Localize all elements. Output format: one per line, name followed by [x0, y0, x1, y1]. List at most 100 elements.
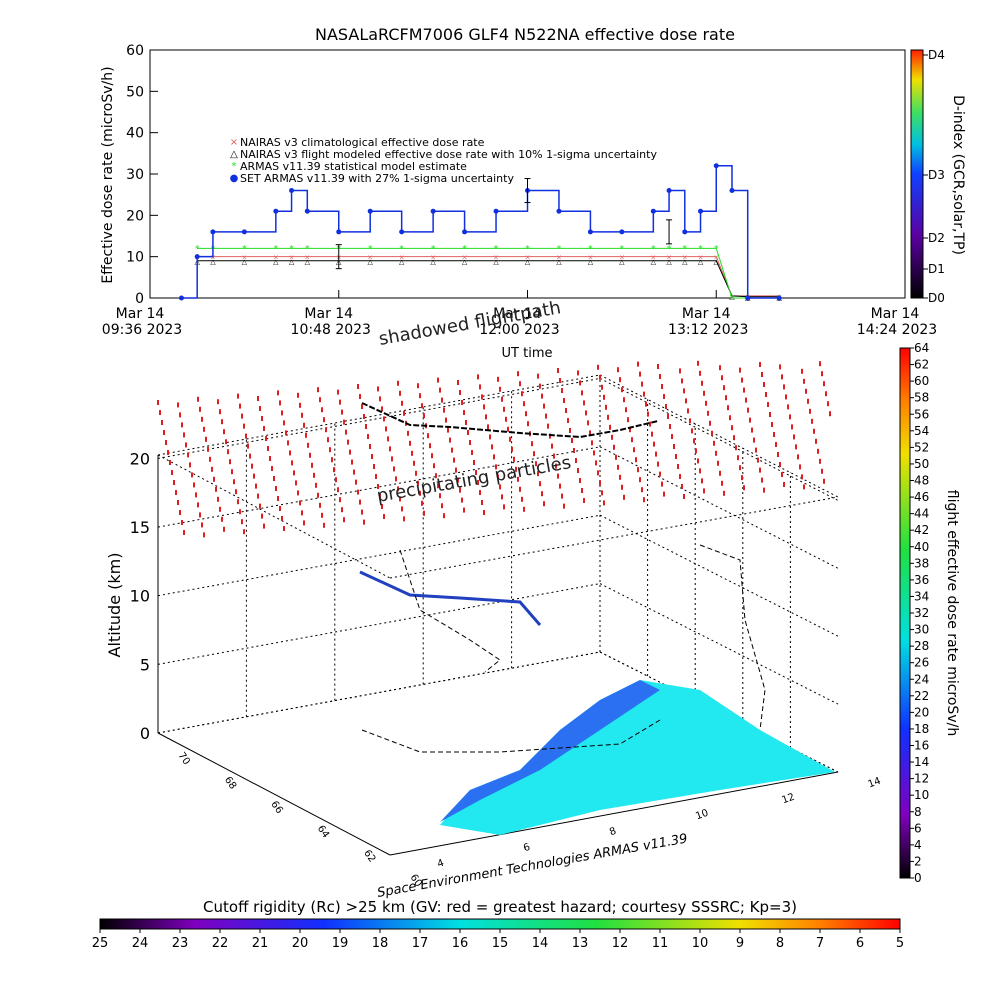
data-point: * — [683, 244, 688, 254]
dose-tick-label: 28 — [914, 639, 929, 653]
data-point — [178, 295, 184, 301]
rigidity-tick-label: 18 — [372, 936, 389, 951]
dose-colorbar — [899, 347, 911, 879]
data-point: △ — [305, 258, 311, 266]
data-point: * — [274, 244, 279, 254]
flight-path-projection — [699, 544, 766, 731]
legend-marker: ● — [230, 173, 239, 184]
dose-tick-label: 42 — [914, 523, 929, 537]
dose-tick-label: 22 — [914, 689, 929, 703]
data-point — [367, 208, 373, 214]
rigidity-tick-label: 21 — [252, 936, 269, 951]
data-point: △ — [368, 258, 374, 266]
data-point: △ — [556, 258, 562, 266]
dose-tick-label: 32 — [914, 606, 929, 620]
data-point: × — [241, 254, 247, 262]
cutoff-rigidity-band — [440, 680, 660, 822]
data-point: △ — [399, 258, 405, 266]
dose-tick-label: 8 — [914, 805, 922, 819]
dose-tick-label: 26 — [914, 656, 929, 670]
data-point: × — [587, 254, 593, 262]
top-x-label: UT time — [502, 346, 553, 361]
data-point: * — [305, 244, 310, 254]
dose-tick-label: 20 — [914, 705, 929, 719]
data-point: × — [273, 254, 279, 262]
lat-tick-label: 68 — [222, 775, 238, 792]
data-point: * — [399, 244, 404, 254]
data-point: * — [698, 244, 703, 254]
lat-tick-label: 66 — [268, 799, 284, 816]
data-point: △ — [273, 258, 279, 266]
y-tick-label: 40 — [126, 126, 144, 142]
data-point — [650, 208, 656, 214]
rigidity-tick-label: 20 — [292, 936, 309, 951]
dose-tick-label: 40 — [914, 540, 929, 554]
legend-label: ARMAS v11.39 statistical model estimate — [240, 160, 467, 173]
rigidity-tick-label: 17 — [412, 936, 429, 951]
series-line — [181, 164, 780, 299]
rigidity-tick-label: 10 — [692, 936, 709, 951]
data-point: △ — [682, 258, 688, 266]
y-tick-label: 30 — [126, 167, 144, 183]
y-tick-label: 0 — [135, 291, 144, 307]
series-3 — [178, 163, 782, 301]
data-point: * — [667, 244, 672, 254]
data-point: * — [242, 244, 247, 254]
cutoff-rigidity-surface — [440, 680, 835, 835]
data-point — [273, 208, 279, 214]
data-point — [304, 208, 310, 214]
data-point: △ — [588, 258, 594, 266]
data-point: △ — [462, 258, 468, 266]
data-point: × — [493, 254, 499, 262]
dose-tick-label: 24 — [914, 672, 929, 686]
top-legend: × NAIRAS v3 climatological effective dose… — [230, 136, 658, 185]
data-point: × — [210, 254, 216, 262]
legend-marker: × — [230, 137, 238, 148]
x-tick-label-time: 12:00 2023 — [479, 322, 559, 338]
data-point: * — [730, 294, 735, 304]
rigidity-tick-label: 16 — [452, 936, 469, 951]
axis-line — [389, 771, 839, 856]
data-point — [289, 188, 295, 194]
data-point: △ — [714, 258, 720, 266]
rigidity-tick-label: 14 — [532, 936, 549, 951]
dose-tick-label: 16 — [914, 739, 929, 753]
z-tick-label: 0 — [140, 724, 150, 743]
data-point: × — [650, 254, 656, 262]
lon-tick-label: 14 — [867, 776, 883, 791]
dose-tick-label: 62 — [914, 358, 929, 372]
rigidity-tick-label: 22 — [212, 936, 229, 951]
legend-label: SET ARMAS v11.39 with 27% 1-sigma uncert… — [240, 172, 514, 185]
data-point: * — [620, 244, 625, 254]
data-point: * — [525, 244, 530, 254]
dose-tick-label: 10 — [914, 788, 929, 802]
series-line — [197, 260, 780, 298]
data-point — [462, 229, 468, 235]
data-point: * — [494, 244, 499, 254]
y-tick-label: 60 — [126, 43, 144, 59]
legend-marker: △ — [230, 149, 238, 160]
data-point: * — [588, 244, 593, 254]
dose-tick-label: 44 — [914, 507, 929, 521]
rigidity-colorbar — [99, 918, 901, 930]
data-point — [241, 229, 247, 235]
dose-tick-label: 54 — [914, 424, 929, 438]
data-point: △ — [619, 258, 625, 266]
data-point: △ — [289, 258, 295, 266]
rigidity-tick-label: 24 — [132, 936, 149, 951]
data-point: △ — [525, 258, 531, 266]
altitude-grid-line — [157, 583, 601, 665]
x-tick-label-time: 09:36 2023 — [102, 322, 182, 338]
data-point: × — [367, 254, 373, 262]
data-point: * — [368, 244, 373, 254]
rigidity-tick-label: 19 — [332, 936, 349, 951]
data-point: △ — [729, 293, 735, 301]
dose-tick-label: 4 — [914, 838, 922, 852]
x-tick-label-time: 13:12 2023 — [668, 322, 748, 338]
z-tick-label: 5 — [140, 655, 150, 674]
x-tick-label-date: Mar 14 — [871, 306, 920, 322]
data-point — [210, 229, 216, 235]
data-point — [713, 163, 719, 169]
dose-tick-label: 2 — [914, 854, 922, 868]
lon-tick-label: 10 — [694, 808, 710, 823]
